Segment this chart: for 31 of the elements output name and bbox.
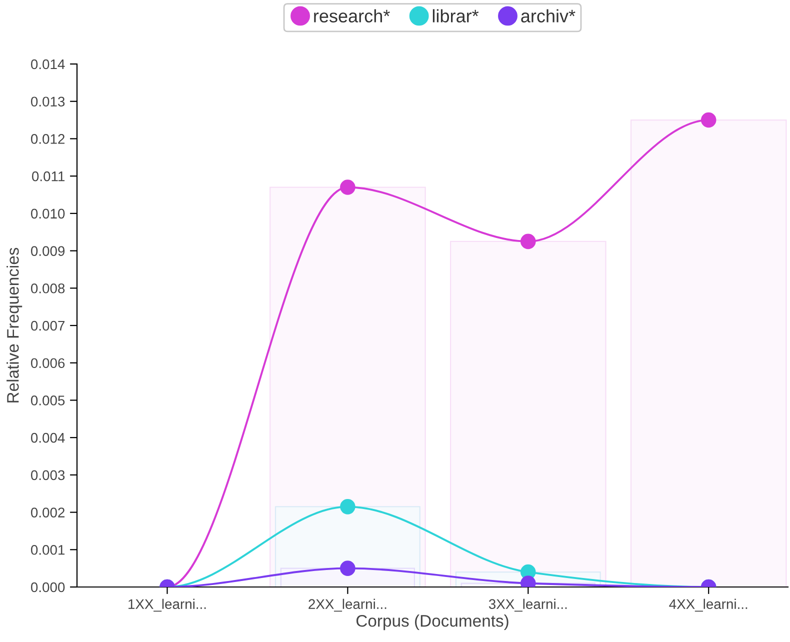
y-tick-label: 0.014 [30, 59, 65, 70]
y-tick-label: 0.002 [30, 508, 64, 518]
x-axis-title: Corpus (Documents) [356, 614, 508, 630]
point [340, 499, 356, 514]
legend-label: archiv* [521, 9, 576, 22]
point [340, 560, 356, 576]
y-tick-label: 0.003 [30, 470, 65, 480]
point [700, 112, 716, 128]
y-tick-label: 0.008 [30, 283, 65, 294]
point [340, 180, 356, 195]
y-tick-label: 0.013 [30, 96, 65, 107]
bar [630, 119, 787, 587]
y-tick-label: 0.001 [30, 544, 65, 555]
y-tick-label: 0.011 [32, 171, 65, 182]
x-tick-label: 2XX_learni... [308, 598, 386, 612]
bar [450, 240, 606, 587]
y-tick-label: 0.007 [30, 320, 64, 331]
y-tick-label: 0.004 [30, 432, 65, 443]
y-tick-label: 0.000 [30, 582, 65, 592]
x-tick-label: 1XX_learni... [128, 598, 206, 612]
x-tick-label: 4XX_learni... [669, 598, 748, 612]
x-tick-label: 3XX_learni... [488, 598, 567, 612]
y-tick-label: 0.005 [30, 396, 65, 406]
y-tick-label: 0.009 [30, 246, 65, 256]
y-axis-title: Relative Frequencies [6, 248, 22, 402]
point [520, 234, 536, 250]
y-tick-label: 0.012 [30, 134, 64, 144]
legend-label: research* [314, 9, 390, 22]
legend-label: librar* [432, 9, 479, 22]
y-tick-label: 0.006 [30, 358, 65, 368]
y-tick-label: 0.010 [30, 208, 65, 219]
